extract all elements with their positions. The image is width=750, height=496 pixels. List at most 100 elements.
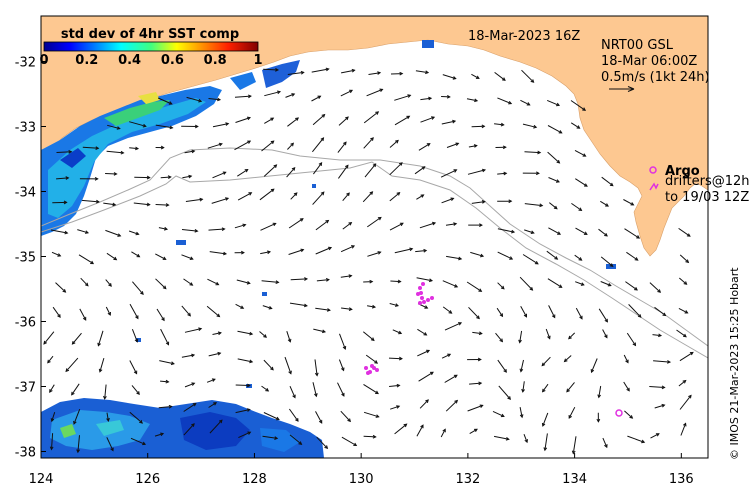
current-arrowhead-icon [349,89,354,94]
current-arrow [600,256,614,267]
current-arrowhead-icon [98,368,103,373]
current-arrowhead-icon [500,413,505,418]
current-arrowhead-icon [556,159,561,164]
current-arrow [311,68,329,73]
current-arrow [678,307,688,314]
current-arrow [575,281,584,286]
current-arrow [160,328,169,345]
current-arrow [417,328,427,336]
current-arrow [445,223,457,226]
current-arrowhead-icon [557,231,562,235]
current-arrow [416,277,433,282]
current-arrow [160,176,171,179]
current-arrow [263,164,277,177]
current-arrowhead-icon [320,137,325,142]
current-arrow [541,356,551,366]
current-arrow [624,228,640,239]
current-arrowhead-icon [160,145,165,150]
current-arrowhead-icon [371,304,377,309]
current-arrow [520,359,524,372]
current-arrowhead-icon [272,222,277,227]
current-arrow [389,162,403,176]
current-arrow [497,97,512,105]
imos-credit: © IMOS 21-Mar-2023 15:25 Hobart [728,267,741,460]
current-arrowhead-icon [300,248,305,253]
current-arrow [389,192,400,202]
current-arrowhead-icon [275,67,280,72]
x-tick-label: 128 [242,472,267,487]
current-arrow [237,169,248,177]
current-arrowhead-icon [636,235,641,239]
current-arrowhead-icon [424,305,429,309]
current-arrow [43,331,55,345]
current-arrowhead-icon [116,126,121,130]
current-arrowhead-icon [447,353,452,357]
current-arrow [65,357,79,372]
y-tick-label: -32 [15,56,36,71]
current-arrowhead-icon [110,447,114,452]
current-arrow [235,384,250,386]
current-arrowhead-icon [218,142,223,147]
current-arrow [338,359,345,371]
current-arrowhead-icon [481,200,486,204]
current-arrow [627,435,645,443]
current-arrow [185,198,203,202]
current-arrowhead-icon [120,150,125,155]
current-arrow [521,69,534,83]
current-arrowhead-icon [351,68,356,73]
current-arrow [363,411,379,418]
current-arrow [498,385,511,400]
current-arrow [159,360,175,365]
current-arrow [680,423,687,436]
current-arrow [237,358,253,363]
current-arrowhead-icon [49,446,54,451]
current-arrow [340,245,355,253]
current-arrow [367,216,382,228]
current-arrow [51,433,54,450]
current-arrow [312,382,317,397]
current-arrow [209,419,223,434]
current-arrowhead-icon [133,370,138,375]
current-arrowhead-icon [432,221,437,226]
current-arrow [519,276,533,291]
current-arrow [524,203,543,207]
current-arrow [470,251,484,257]
current-arrow [289,434,302,445]
current-arrowhead-icon [370,137,374,141]
current-arrowhead-icon [345,116,349,121]
current-arrowhead-icon [604,232,608,237]
current-arrow [678,277,687,285]
current-arrow [312,137,324,153]
current-arrowhead-icon [225,197,230,201]
colorbar-tick-label: 0.6 [161,53,184,68]
current-arrow [206,378,216,383]
current-arrow [128,230,139,235]
current-arrowhead-icon [458,322,463,326]
current-arrow [678,227,691,237]
current-arrow [418,371,434,382]
current-arrowhead-icon [375,111,380,115]
current-arrow [568,406,576,419]
current-arrow [494,123,504,126]
current-arrow [624,410,633,419]
current-arrowhead-icon [454,399,459,404]
current-arrowhead-icon [450,197,455,202]
current-arrowhead-icon [688,394,692,399]
current-arrowhead-icon [479,253,485,258]
current-arrowhead-icon [505,437,510,441]
current-arrowhead-icon [477,357,482,362]
current-arrow [417,350,430,357]
current-arrowhead-icon [455,142,460,147]
current-arrowhead-icon [396,405,401,409]
current-arrowhead-icon [187,312,191,317]
current-arrow [132,281,144,295]
current-arrowhead-icon [578,257,583,261]
current-arrow [574,254,582,261]
current-arrow [99,357,105,372]
current-arrowhead-icon [71,340,76,345]
current-arrowhead-icon [420,194,425,198]
current-arrowhead-icon [453,169,458,173]
current-arrow [446,255,462,260]
current-arrow [568,332,576,340]
current-arrowhead-icon [597,394,601,399]
